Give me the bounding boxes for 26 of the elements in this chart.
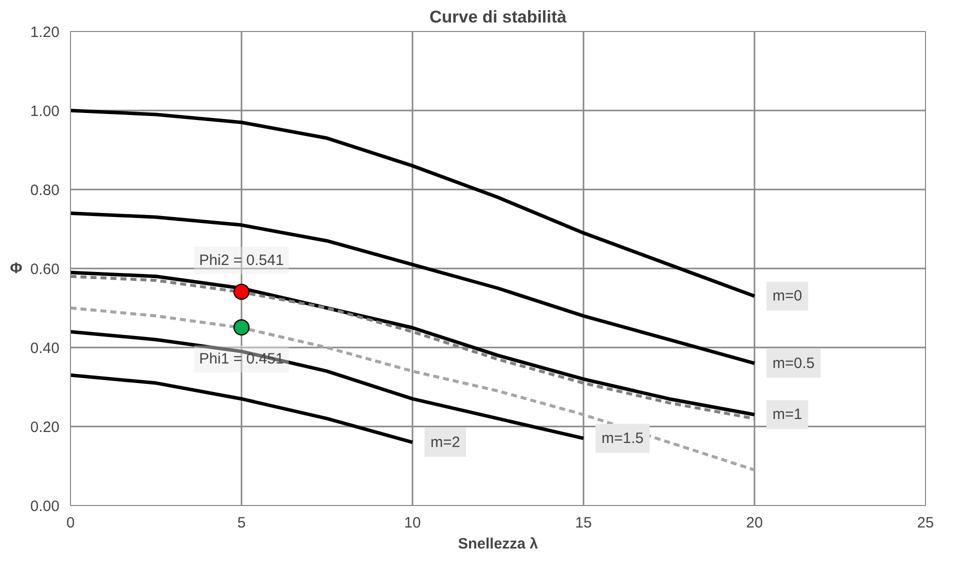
x-axis-title: Snellezza λ (458, 536, 539, 552)
series-label: m=2 (430, 434, 460, 451)
chart-title: Curve di stabilità (430, 8, 568, 26)
x-tick-label: 15 (575, 514, 592, 532)
y-tick-label: 0.60 (30, 261, 60, 278)
line-series (70, 108, 756, 298)
series-label: m=0 (772, 288, 802, 305)
x-tick-label: 20 (746, 514, 763, 532)
series-label: m=1.5 (602, 430, 644, 447)
line-series (70, 373, 414, 444)
series-label: m=1 (772, 406, 802, 424)
series-label: m=0.5 (772, 354, 815, 372)
y-tick-label: 1.00 (30, 103, 60, 120)
x-tick-label: 25 (917, 514, 934, 532)
x-tick-label: 10 (404, 514, 421, 532)
annotation: Phi2 = 0.541 (199, 252, 284, 269)
line-series (70, 306, 756, 472)
y-tick-label: 0.00 (30, 498, 60, 515)
x-tick-label: 0 (66, 514, 75, 532)
line-series (70, 211, 756, 366)
y-tick-label: 0.40 (30, 340, 60, 357)
y-tick-label: 1.20 (30, 24, 60, 41)
y-axis-title: Φ (10, 260, 22, 277)
y-tick-label: 0.20 (30, 419, 60, 436)
y-tick-label: 0.80 (30, 182, 60, 199)
x-tick-label: 5 (237, 514, 246, 532)
